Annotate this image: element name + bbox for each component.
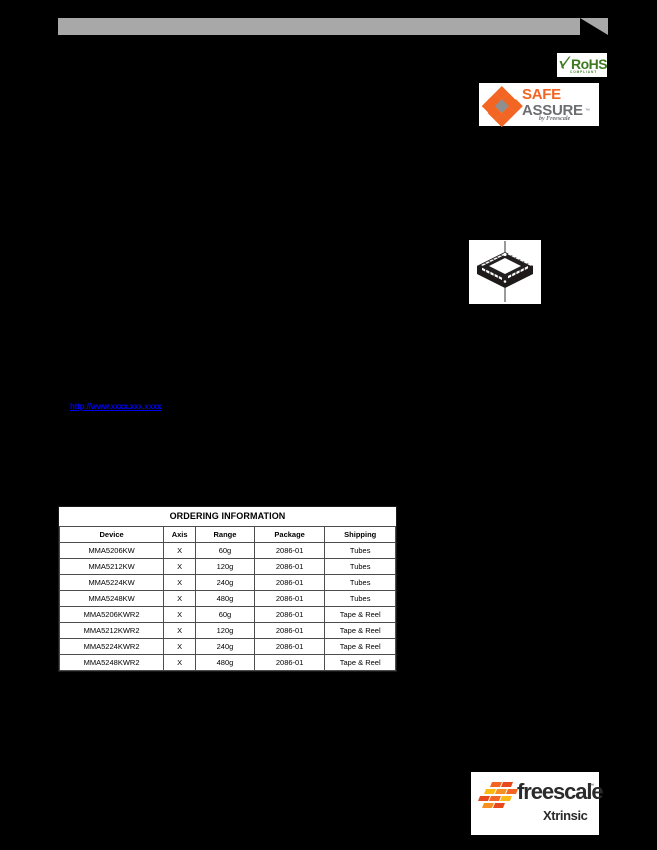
table-title-row: ORDERING INFORMATION bbox=[59, 507, 396, 527]
header-banner bbox=[58, 18, 608, 35]
qfn-package-drawing bbox=[477, 241, 533, 302]
table-cell: 2086-01 bbox=[253, 654, 326, 671]
table-title: ORDERING INFORMATION bbox=[59, 507, 396, 527]
table-cell: Tape & Reel bbox=[324, 654, 396, 671]
freescale-tagline: Xtrinsic bbox=[543, 808, 588, 823]
table-cell: MMA5212KWR2 bbox=[58, 622, 165, 639]
table-cell: X bbox=[163, 558, 197, 575]
table-row: MMA5224KW X 240g 2086-01 Tubes bbox=[58, 574, 396, 591]
table-cell: 2086-01 bbox=[253, 638, 326, 655]
ordering-information-table: ORDERING INFORMATION Device Axis Range P… bbox=[58, 506, 397, 672]
rohs-label: RoHS bbox=[571, 56, 607, 72]
table-row: MMA5224KWR2 X 240g 2086-01 Tape & Reel bbox=[58, 638, 396, 655]
table-cell: 2086-01 bbox=[253, 574, 326, 591]
table-cell: MMA5206KWR2 bbox=[58, 606, 165, 623]
freescale-trademark: ™ bbox=[589, 783, 594, 789]
table-row: MMA5212KW X 120g 2086-01 Tubes bbox=[58, 558, 396, 575]
header-banner-bar bbox=[58, 18, 580, 35]
table-cell: Tubes bbox=[324, 590, 396, 607]
header-banner-taper bbox=[580, 18, 608, 35]
safe-assure-byline: by Freescale bbox=[539, 116, 571, 122]
green-check-icon bbox=[559, 56, 571, 69]
table-cell: MMA5248KW bbox=[58, 590, 165, 607]
column-header-package: Package bbox=[253, 526, 326, 543]
table-cell: MMA5206KW bbox=[58, 542, 165, 559]
table-header-row: Device Axis Range Package Shipping bbox=[58, 526, 396, 543]
table-cell: Tubes bbox=[324, 558, 396, 575]
safe-assure-line1: SAFE bbox=[522, 86, 561, 103]
table-cell: Tape & Reel bbox=[324, 622, 396, 639]
qfn-package-image bbox=[469, 240, 541, 304]
table-row: MMA5248KWR2 X 480g 2086-01 Tape & Reel bbox=[58, 654, 396, 671]
safe-assure-trademark: ™ bbox=[585, 108, 590, 114]
table-cell: MMA5212KW bbox=[58, 558, 165, 575]
freescale-logo: freescale ™ Xtrinsic bbox=[471, 772, 604, 835]
table-cell: 2086-01 bbox=[253, 606, 326, 623]
table-cell: 2086-01 bbox=[253, 558, 326, 575]
table-cell: MMA5248KWR2 bbox=[58, 654, 165, 671]
safe-assure-line2-wrap: ASSURE ™ bbox=[522, 102, 590, 119]
safe-assure-logo: SAFE ASSURE ™ by Freescale bbox=[479, 83, 599, 127]
safe-assure-diamond-icon bbox=[481, 85, 523, 127]
table-cell: 240g bbox=[195, 574, 255, 591]
table-cell: 240g bbox=[195, 638, 255, 655]
table-cell: X bbox=[163, 606, 197, 623]
column-header-axis: Axis bbox=[163, 526, 197, 543]
column-header-device: Device bbox=[58, 526, 165, 543]
table-cell: 120g bbox=[195, 622, 255, 639]
table-cell: 2086-01 bbox=[253, 542, 326, 559]
table-row: MMA5206KWR2 X 60g 2086-01 Tape & Reel bbox=[58, 606, 396, 623]
table-cell: 120g bbox=[195, 558, 255, 575]
rohs-badge-row: RoHS bbox=[559, 56, 607, 71]
safe-assure-wordmark: SAFE ASSURE ™ bbox=[522, 86, 590, 119]
table-cell: MMA5224KWR2 bbox=[58, 638, 165, 655]
table-row: MMA5248KW X 480g 2086-01 Tubes bbox=[58, 590, 396, 607]
table-cell: Tubes bbox=[324, 574, 396, 591]
column-header-range: Range bbox=[195, 526, 255, 543]
column-header-shipping: Shipping bbox=[324, 526, 396, 543]
table-row: MMA5212KWR2 X 120g 2086-01 Tape & Reel bbox=[58, 622, 396, 639]
table-cell: X bbox=[163, 638, 197, 655]
table-cell: 60g bbox=[195, 606, 255, 623]
table-cell: 480g bbox=[195, 654, 255, 671]
table-cell: 480g bbox=[195, 590, 255, 607]
table-cell: Tape & Reel bbox=[324, 638, 396, 655]
table-cell: 60g bbox=[195, 542, 255, 559]
table-cell: X bbox=[163, 654, 197, 671]
freescale-mark-icon bbox=[477, 782, 519, 814]
table-cell: MMA5224KW bbox=[58, 574, 165, 591]
rohs-badge: RoHS COMPLIANT bbox=[557, 53, 607, 77]
table-cell: 2086-01 bbox=[253, 590, 326, 607]
table-cell: Tape & Reel bbox=[324, 606, 396, 623]
table-cell: X bbox=[163, 590, 197, 607]
table-cell: Tubes bbox=[324, 542, 396, 559]
safe-assure-line2: ASSURE bbox=[522, 102, 583, 119]
rohs-sub-label: COMPLIANT bbox=[570, 70, 598, 74]
freescale-wordmark: freescale bbox=[517, 779, 604, 804]
table-cell: 2086-01 bbox=[253, 622, 326, 639]
document-hyperlink[interactable]: http://www.xxxx.xxx.xxxx bbox=[70, 402, 162, 411]
table-cell: X bbox=[163, 542, 197, 559]
table-cell: X bbox=[163, 622, 197, 639]
table-row: MMA5206KW X 60g 2086-01 Tubes bbox=[58, 542, 396, 559]
table-cell: X bbox=[163, 574, 197, 591]
